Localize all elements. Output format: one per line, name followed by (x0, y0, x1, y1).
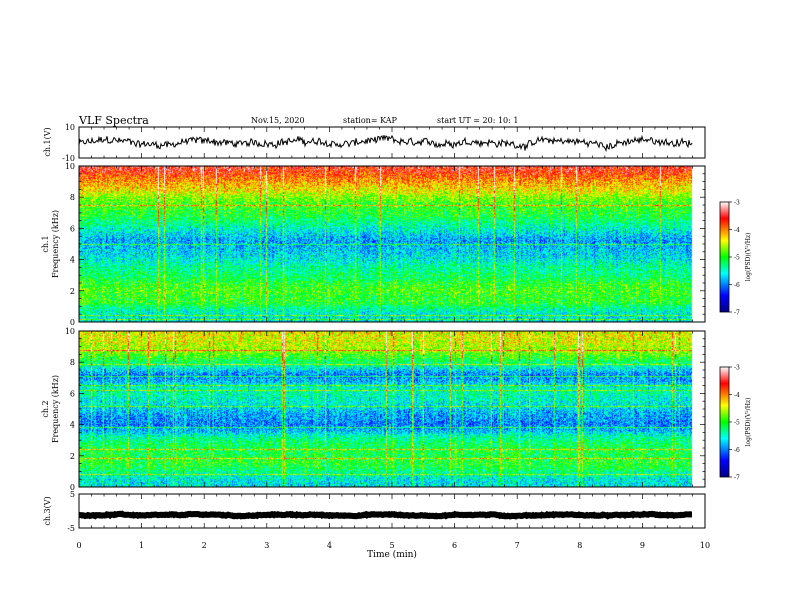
ch3-waveform-panel: 5 -5 ch.3(V) (43, 490, 706, 533)
ch1-colorbar-label: log(PSD)(V²/Hz) (745, 233, 752, 282)
x-axis-label: Time (min) (367, 549, 417, 560)
station-label: station= KAP (343, 116, 398, 125)
ch1-spectrogram-ylabel: Frequency (kHz) (51, 210, 60, 278)
y-tick-label: 8 (70, 193, 75, 202)
colorbar-tick-label: -5 (734, 255, 740, 262)
ch1-ytick-top: 10 (65, 123, 75, 132)
ch3-waveform-xticks (78, 494, 706, 528)
x-tick-label: 1 (139, 541, 144, 550)
ch2-colorbar: -3 -4 -5 -6 -7 log(PSD)(V²/Hz) (719, 365, 752, 482)
ch2-spectrogram-ylabel: Frequency (kHz) (51, 375, 60, 443)
ch1-spectrogram-channel-label: ch.1 (41, 235, 50, 252)
colorbar-tick-label: -7 (734, 475, 740, 482)
y-tick-label: 4 (70, 421, 75, 430)
ch1-colorbar-scale (719, 201, 730, 313)
x-tick-label: 9 (640, 541, 645, 550)
ch3-waveform-frame (78, 493, 706, 529)
y-tick-label: 2 (70, 287, 75, 296)
x-tick-label: 2 (202, 541, 207, 550)
colorbar-tick-label: -7 (734, 310, 740, 317)
x-tick-label: 8 (577, 541, 582, 550)
x-tick-label: 3 (264, 541, 269, 550)
ch1-spectrogram-image (79, 166, 705, 322)
ch1-spectrogram-yticks: 0 2 4 6 8 10 (65, 162, 705, 327)
y-tick-label: 0 (70, 318, 75, 327)
ch2-colorbar-label: log(PSD)(V²/Hz) (745, 398, 752, 447)
y-tick-label: 0 (70, 483, 75, 492)
x-tick-label: 10 (700, 541, 710, 550)
x-tick-label: 4 (327, 541, 332, 550)
colorbar-tick-label: -3 (734, 365, 740, 372)
x-tick-label: 7 (515, 541, 520, 550)
figure-title: VLF Spectra (78, 114, 149, 127)
y-tick-label: 10 (65, 162, 75, 171)
ch2-spectrogram-image (79, 331, 705, 487)
ch2-colorbar-ticks: -3 -4 -5 -6 -7 (729, 365, 740, 482)
start-time-label: start UT = 20: 10: 1 (437, 116, 518, 125)
ch3-waveform-ylabel: ch.3(V) (43, 496, 52, 525)
y-tick-label: 2 (70, 452, 75, 461)
colorbar-tick-label: -5 (734, 420, 740, 427)
x-tick-label: 5 (389, 541, 394, 550)
ch1-waveform-xticks (78, 127, 706, 158)
ch2-spectrogram-xticks (78, 331, 706, 487)
ch1-waveform-line (78, 134, 693, 153)
colorbar-tick-label: -4 (734, 227, 740, 234)
ch2-spectrogram-panel: 0 2 4 6 8 10 ch.2 Frequency (kHz) (41, 327, 706, 492)
ch2-colorbar-scale (719, 366, 730, 478)
x-tick-label: 0 (76, 541, 81, 550)
colorbar-tick-label: -4 (734, 392, 740, 399)
y-tick-label: 10 (65, 327, 75, 336)
ch3-waveform-line (78, 510, 692, 520)
ch2-spectrogram-channel-label: ch.2 (41, 400, 50, 417)
ch1-waveform-panel: 10 -10 ch.1(V) (43, 123, 706, 163)
ch1-colorbar-ticks: -3 -4 -5 -6 -7 (729, 200, 740, 317)
colorbar-tick-label: -6 (734, 282, 740, 289)
y-tick-label: 6 (70, 389, 75, 398)
ch3-ytick-bottom: -5 (67, 524, 75, 533)
ch1-spectrogram-xticks (78, 166, 706, 322)
ch1-waveform-ylabel: ch.1(V) (43, 127, 52, 156)
colorbar-tick-label: -3 (734, 200, 740, 207)
y-tick-label: 6 (70, 224, 75, 233)
x-tick-labels: 0 1 2 3 4 5 6 7 8 9 10 (76, 541, 710, 550)
colorbar-tick-label: -6 (734, 447, 740, 454)
x-tick-label: 6 (452, 541, 457, 550)
ch1-colorbar: -3 -4 -5 -6 -7 log(PSD)(V²/Hz) (719, 200, 752, 317)
ch2-spectrogram-yticks: 0 2 4 6 8 10 (65, 327, 705, 492)
ch1-ytick-bottom: -10 (62, 154, 75, 163)
ch1-spectrogram-panel: 0 2 4 6 8 10 ch.1 Frequency (kHz) (41, 162, 706, 327)
date-label: Nov.15, 2020 (251, 116, 305, 125)
ch3-ytick-top: 5 (70, 490, 75, 499)
y-tick-label: 4 (70, 256, 75, 265)
y-tick-label: 8 (70, 358, 75, 367)
